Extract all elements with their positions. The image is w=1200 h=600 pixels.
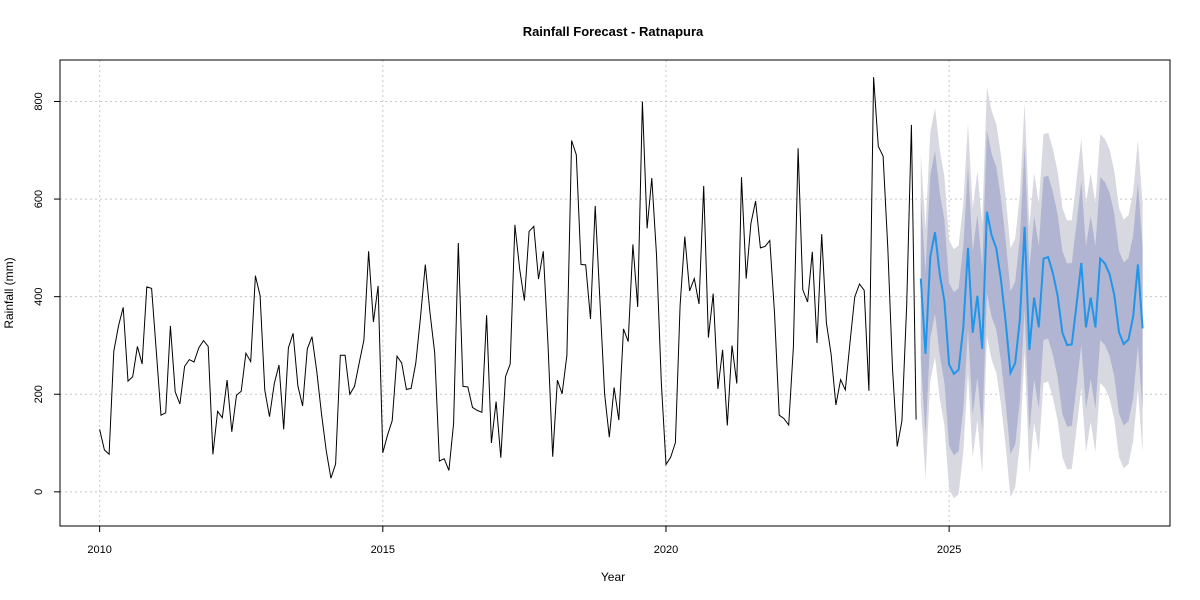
band-80-area	[920, 130, 1143, 456]
forecast-series	[919, 211, 1144, 377]
y-axis-label: Rainfall (mm)	[2, 257, 16, 328]
y-tick-label-0: 0	[33, 489, 45, 495]
y-tick-label-800: 800	[33, 92, 45, 110]
y-tick-label-400: 400	[33, 287, 45, 305]
plot-frame	[59, 59, 1171, 527]
forecast-band-80	[920, 130, 1143, 456]
chart-title: Rainfall Forecast - Ratnapura	[523, 24, 704, 39]
y-tick-label-600: 600	[33, 190, 45, 208]
history-series	[99, 77, 917, 479]
x-tick-label-2015: 2015	[371, 544, 395, 556]
y-tick-label-200: 200	[33, 385, 45, 403]
x-axis: 2010 2015 2020 2025	[87, 526, 961, 556]
x-tick-label-2020: 2020	[654, 544, 678, 556]
history-line	[99, 77, 917, 479]
x-axis-label: Year	[601, 570, 625, 584]
forecast-line	[919, 211, 1144, 377]
x-tick-label-2010: 2010	[87, 544, 111, 556]
y-axis: 0 200 400 600 800	[33, 92, 60, 495]
x-tick-label-2025: 2025	[937, 544, 961, 556]
